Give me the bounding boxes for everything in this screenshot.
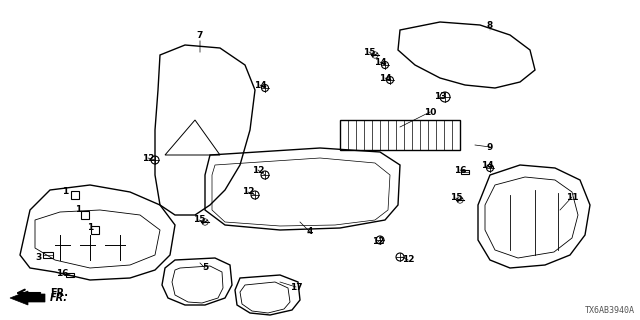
Text: 16: 16 (454, 165, 467, 174)
Text: FR.: FR. (50, 293, 68, 303)
Text: 1: 1 (75, 205, 81, 214)
Text: 14: 14 (253, 81, 266, 90)
Text: 1: 1 (87, 223, 93, 233)
Text: 7: 7 (197, 30, 203, 39)
Bar (71, 191, 79, 199)
Text: 4: 4 (307, 228, 313, 236)
Text: FR.: FR. (50, 288, 68, 298)
Text: 10: 10 (424, 108, 436, 116)
Polygon shape (10, 291, 45, 305)
Text: 9: 9 (487, 142, 493, 151)
Bar (66, 273, 74, 277)
Text: 13: 13 (434, 92, 446, 100)
Text: 15: 15 (363, 47, 375, 57)
Text: 15: 15 (193, 215, 205, 225)
Text: 16: 16 (56, 268, 68, 277)
Text: 11: 11 (566, 193, 579, 202)
Bar (43, 252, 53, 258)
Bar (461, 170, 469, 174)
Text: TX6AB3940A: TX6AB3940A (585, 306, 635, 315)
Text: 5: 5 (202, 263, 208, 273)
Text: 15: 15 (450, 194, 462, 203)
Text: 1: 1 (62, 188, 68, 196)
Text: 8: 8 (487, 20, 493, 29)
Text: 14: 14 (379, 74, 391, 83)
Bar (91, 226, 99, 234)
Text: 12: 12 (242, 188, 254, 196)
Text: 17: 17 (290, 283, 302, 292)
Text: 12: 12 (402, 255, 414, 265)
Text: 14: 14 (374, 58, 387, 67)
Text: 12: 12 (141, 154, 154, 163)
Text: 12: 12 (372, 237, 384, 246)
Bar (81, 211, 89, 219)
Bar (340, 120, 460, 150)
Text: 14: 14 (481, 161, 493, 170)
Text: 3: 3 (35, 253, 41, 262)
Text: 12: 12 (252, 165, 264, 174)
